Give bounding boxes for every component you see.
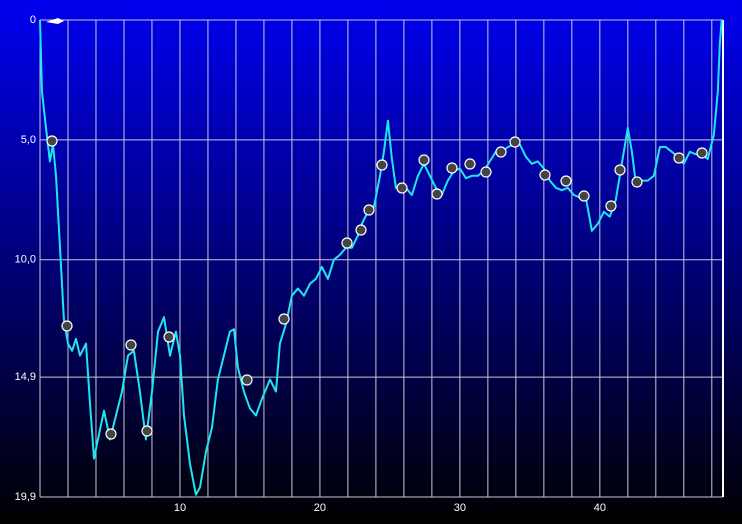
y-tick-label: 19,9 xyxy=(15,491,36,503)
y-tick-label: 0 xyxy=(30,14,36,26)
event-markers xyxy=(46,135,708,440)
x-tick-label: 30 xyxy=(454,502,466,514)
x-tick-label: 10 xyxy=(174,502,186,514)
x-tick-label: 40 xyxy=(594,502,606,514)
boat-icon xyxy=(46,18,64,24)
x-tick-label: 20 xyxy=(314,502,326,514)
y-tick-label: 5,0 xyxy=(21,134,36,146)
grid xyxy=(39,19,724,498)
y-tick-label: 14,9 xyxy=(15,371,36,383)
y-tick-label: 10,0 xyxy=(15,254,36,266)
